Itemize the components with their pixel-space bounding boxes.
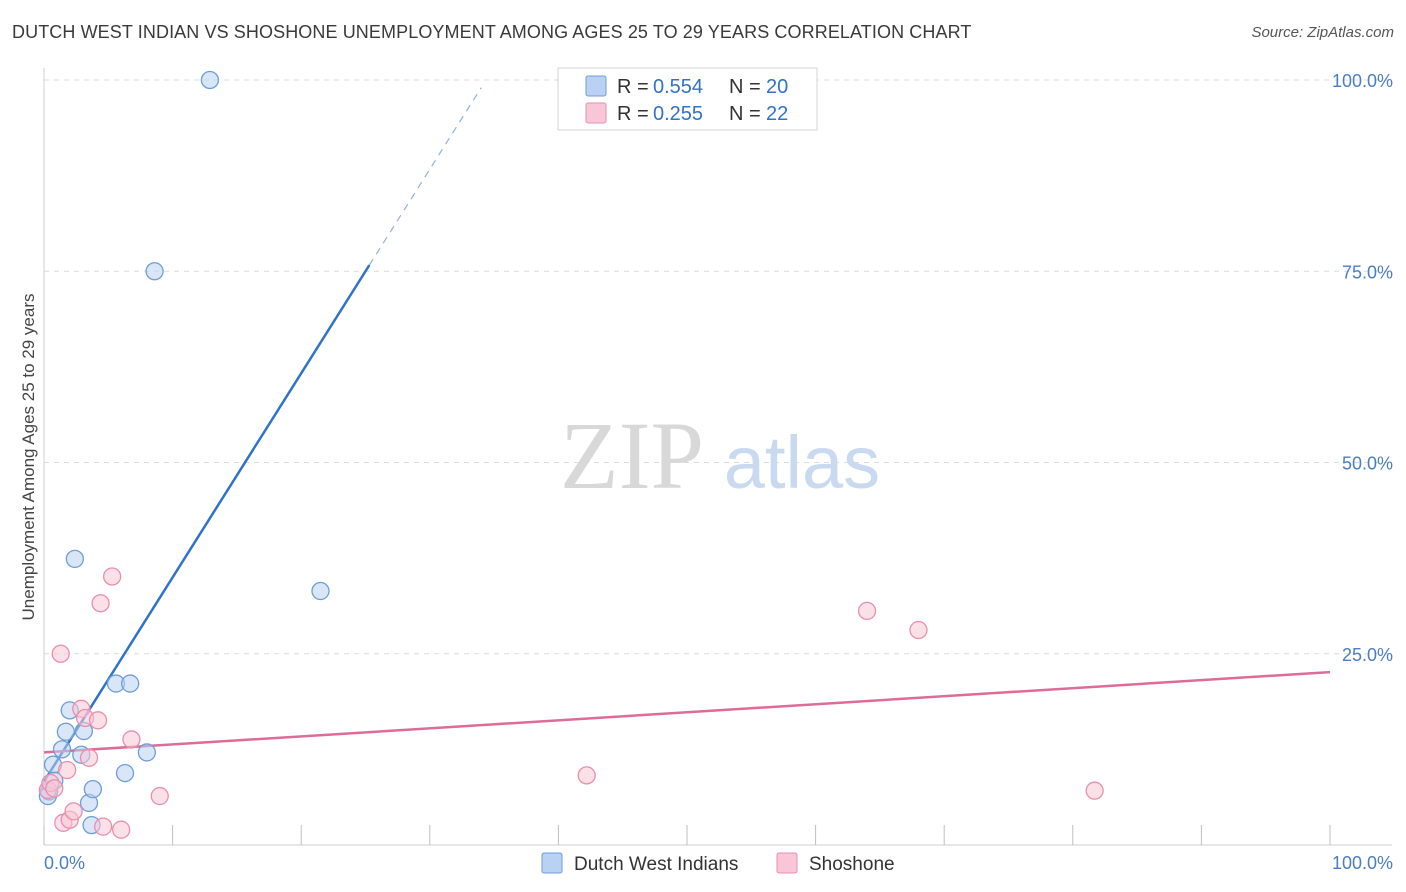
legend-n-label-dutch: N = [729,76,761,98]
legend-swatch-dutch [585,75,607,97]
series-legend-swatch-shoshone [776,852,798,874]
point-dutch-15 [137,743,157,762]
trend-line-shoshone [43,670,1331,754]
y-axis-label: Unemployment Among Ages 25 to 29 years [19,294,38,621]
watermark-zip: ZIP [560,402,704,509]
point-shoshone-13 [94,817,113,836]
point-shoshone-17 [150,786,169,806]
point-shoshone-7 [64,802,83,821]
point-shoshone-3 [51,644,70,663]
source-label: Source: ZipAtlas.com [1251,24,1394,41]
x-tick-label-1: 100.0% [1332,853,1393,873]
trend-line-dutch [42,264,371,783]
y-tick-label-2: 75.0% [1342,262,1393,282]
legend-n-value-shoshone: 22 [766,103,788,125]
point-shoshone-5 [57,760,77,780]
point-shoshone-14 [103,567,122,586]
trend-line-dutch-extension [368,87,482,266]
grid-layer [44,79,1392,655]
point-shoshone-19 [857,601,877,621]
point-shoshone-18 [577,766,596,785]
points-layer [38,70,1104,839]
point-shoshone-10 [79,748,99,767]
point-dutch-17 [200,70,220,90]
point-shoshone-2 [45,779,64,798]
y-tick-label-3: 100.0% [1332,71,1393,91]
legend-r-value-shoshone: 0.255 [653,103,703,125]
chart-title: DUTCH WEST INDIAN VS SHOSHONE UNEMPLOYME… [12,22,972,42]
watermark-atlas: atlas [724,421,880,504]
point-dutch-14 [121,674,140,693]
legend-n-value-dutch: 20 [766,76,788,98]
point-shoshone-11 [88,711,108,730]
legend-r-label-dutch: R = [617,76,649,98]
legend-r-value-dutch: 0.554 [653,76,703,98]
point-dutch-4 [56,722,76,741]
point-shoshone-12 [91,594,110,613]
point-dutch-3 [52,740,72,759]
watermark: ZIP atlas [560,402,880,509]
point-dutch-16 [145,262,164,281]
point-dutch-6 [65,549,85,569]
trend-layer [42,87,1331,783]
series-legend-label-dutch: Dutch West Indians [574,854,738,875]
point-shoshone-21 [1085,781,1104,800]
axis-layer: 25.0% 50.0% 75.0% 100.0% 0.0% 100.0% [43,68,1393,873]
point-dutch-18 [311,581,330,601]
legend-r-label-shoshone: R = [617,103,649,125]
stats-legend: R = 0.554 N = 20 R = 0.255 N = 22 [557,67,818,131]
point-dutch-13 [115,763,135,783]
series-legend-label-shoshone: Shoshone [809,854,895,875]
legend-n-label-shoshone: N = [729,103,761,125]
series-legend-swatch-dutch [541,852,563,874]
point-dutch-11 [83,780,103,799]
point-shoshone-15 [112,820,131,839]
series-legend: Dutch West Indians Shoshone [541,852,895,875]
legend-swatch-shoshone [585,102,607,124]
point-shoshone-16 [122,730,141,749]
point-shoshone-20 [909,620,928,640]
x-tick-label-0: 0.0% [44,853,85,873]
y-tick-label-1: 50.0% [1342,454,1393,474]
y-tick-label-0: 25.0% [1342,645,1393,665]
